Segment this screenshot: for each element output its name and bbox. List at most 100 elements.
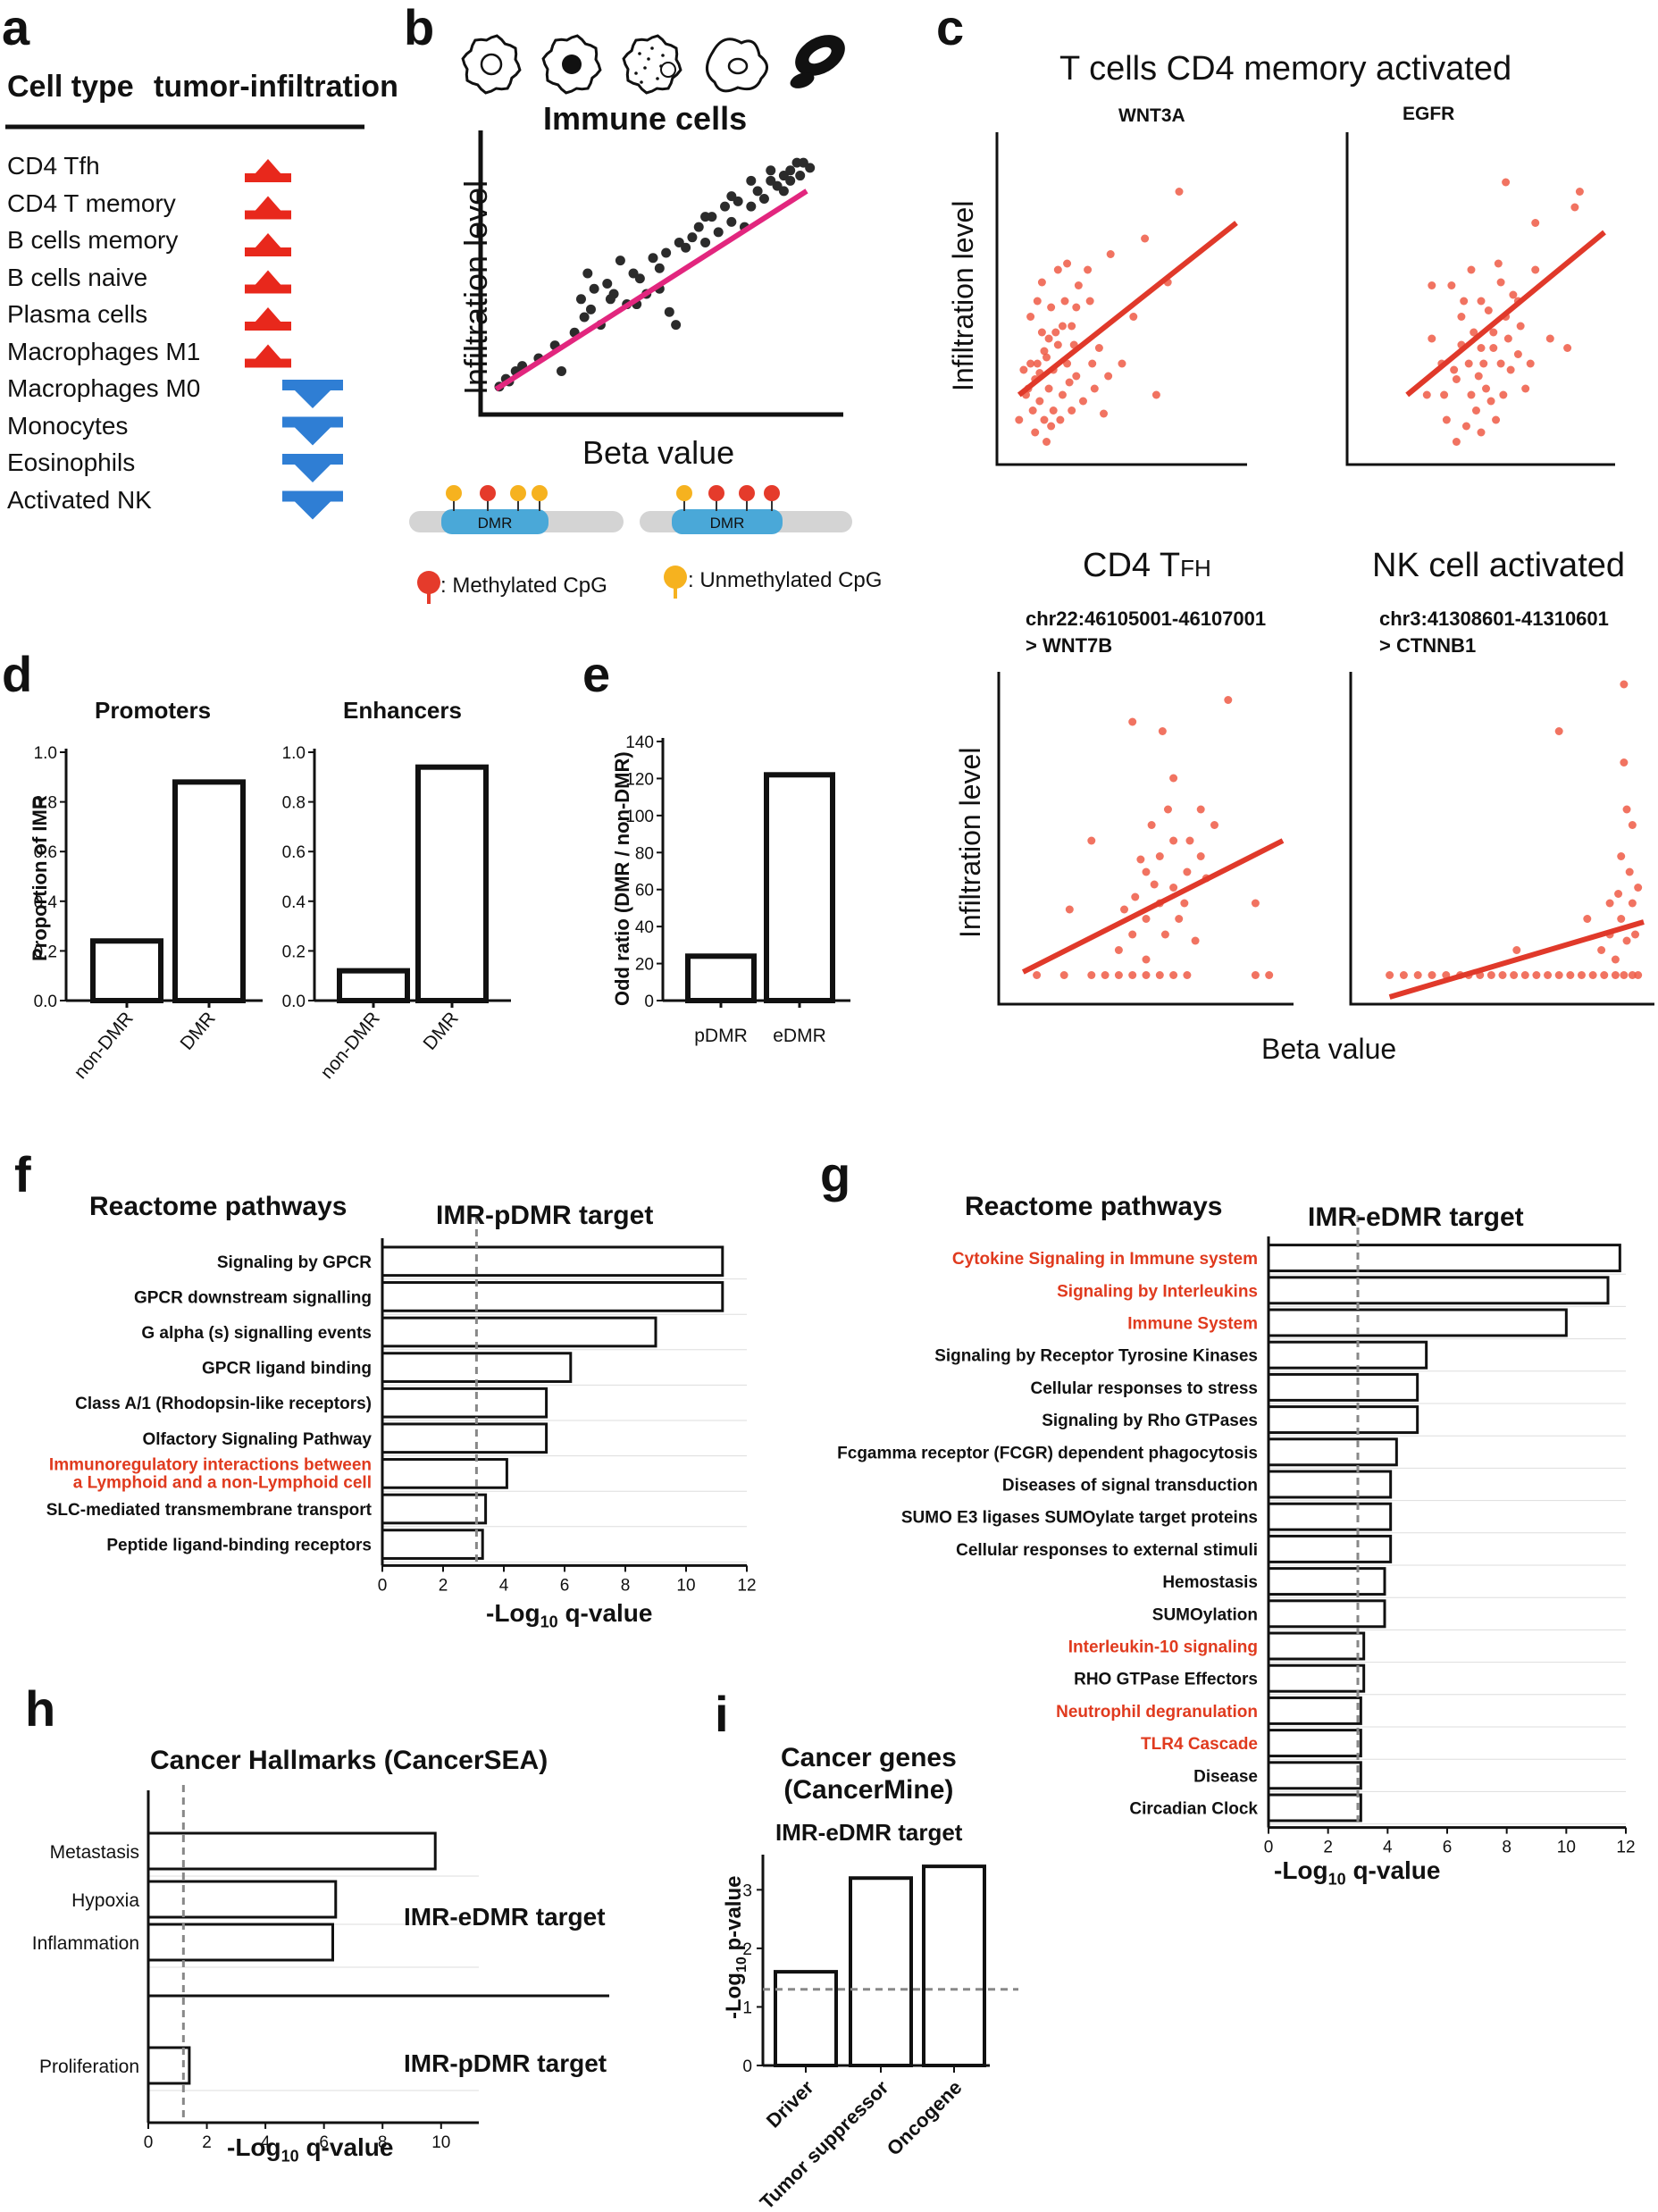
c-ctnnb1-point: [1486, 971, 1495, 979]
h-x-tick-label: 10: [431, 2133, 450, 2152]
c-egfr-point: [1479, 359, 1488, 368]
c-sub-egfr: EGFR: [1403, 104, 1455, 124]
c-wnt3a-point: [1043, 438, 1051, 446]
f-category-label: G alpha (s) signalling events: [141, 1324, 372, 1343]
immune-cells-title: Immune cells: [543, 100, 748, 137]
c-ctnnb1-point: [1617, 852, 1626, 860]
c-egfr-point: [1467, 265, 1476, 274]
c-ctnnb1-point: [1532, 971, 1541, 979]
g-category-label: Immune System: [1127, 1315, 1258, 1334]
c-ctnnb1-point: [1628, 971, 1637, 979]
c-wnt3a-point: [1058, 322, 1067, 331]
c-wnt7b-point: [1128, 930, 1137, 939]
h-title: Cancer Hallmarks (CancerSEA): [150, 1746, 548, 1775]
granular-cell-icon: [659, 64, 663, 68]
c-egfr-point: [1545, 334, 1554, 343]
macrophage-icon: [706, 38, 768, 93]
unmethylated-cpg-icon: [676, 485, 692, 501]
up-arrow-icon: [255, 233, 281, 247]
d-promoters-tick-label: 0.6: [34, 843, 57, 862]
b-axes: [478, 130, 843, 417]
c-egfr-point: [1570, 203, 1579, 212]
c-egfr-point: [1428, 334, 1436, 343]
up-arrow-icon: [255, 307, 281, 322]
c-egfr-point: [1502, 178, 1511, 187]
c-ctnnb1-point: [1577, 971, 1586, 979]
c-wnt3a-point: [1049, 406, 1058, 415]
c-egfr-point: [1477, 428, 1486, 437]
c-ctnnb1-point: [1628, 821, 1637, 829]
b-scatter-point: [654, 263, 665, 273]
f-bar: [381, 1316, 657, 1348]
panel-letter-f: f: [14, 1146, 31, 1202]
cell-type-label: Monocytes: [7, 411, 129, 440]
c-ctnnb1-fit-line: [1388, 919, 1645, 1000]
panel-letter-h: h: [25, 1680, 56, 1737]
b-scatter-point: [687, 232, 698, 243]
c-ctnnb1-point: [1622, 936, 1631, 945]
c-ctnnb1-point: [1622, 805, 1631, 814]
cell-type-label: CD4 Tfh: [7, 152, 100, 180]
panel-letter-c: c: [936, 0, 965, 55]
c-egfr-point: [1450, 365, 1459, 374]
c-wnt7b-point: [1191, 936, 1200, 945]
c-wnt7b-point: [1169, 774, 1178, 783]
g-category-label: Cytokine Signaling in Immune system: [952, 1250, 1258, 1269]
h-x-tick-label: 8: [378, 2133, 388, 2152]
c-sub-wnt3a: WNT3A: [1118, 105, 1185, 126]
g-bar: [1267, 1729, 1362, 1758]
c-egfr-point: [1467, 390, 1476, 399]
d-enhancers-tick-label: 0.8: [282, 794, 306, 813]
c-wnt7b-point: [1169, 884, 1178, 892]
unmethylated-cpg-icon: [446, 485, 462, 501]
down-arrow-icon: [282, 490, 343, 520]
down-arrow-icon: [282, 380, 343, 408]
e-category-label: eDMR: [773, 1026, 826, 1046]
c-ctnnb1-point: [1631, 930, 1640, 939]
c-wnt7b-point: [1142, 915, 1151, 923]
c-ctnnb1-point: [1386, 971, 1394, 979]
g-category-label: Interleukin-10 signaling: [1068, 1638, 1258, 1657]
granular-cell-icon: [622, 34, 682, 95]
b-fit-line: [494, 189, 808, 392]
c-wnt3a-point: [1090, 384, 1099, 393]
c-ctnnb1-point: [1625, 867, 1634, 876]
b-scatter-point: [693, 222, 704, 232]
g-category-label: Cellular responses to external stimuli: [956, 1541, 1258, 1560]
c-egfr-point: [1509, 290, 1518, 299]
c-wnt3a-point: [1058, 390, 1067, 399]
e-category-label: pDMR: [694, 1026, 748, 1046]
c-egfr-point: [1489, 328, 1498, 337]
c-wnt7b-point: [1183, 971, 1192, 979]
f-category-label: Olfactory Signaling Pathway: [142, 1430, 372, 1449]
c-ctnnb1-point: [1617, 915, 1626, 923]
g-bar: [1267, 1340, 1428, 1370]
c-wnt7b-point: [1065, 905, 1074, 914]
c-wnt7b-point: [1169, 836, 1178, 845]
c-ctnnb1-axes: [1349, 672, 1654, 1006]
c-egfr-point: [1452, 375, 1461, 383]
up-arrow-icon: [255, 344, 281, 359]
d-promoters-bar: [172, 779, 246, 1003]
c-wnt3a-point: [1078, 397, 1087, 406]
c-wnt7b-axes: [997, 672, 1294, 1006]
granular-cell-icon: [650, 46, 654, 50]
e-bar: [764, 772, 835, 1003]
c-sub-ctnnb1: chr3:41308601-41310601 > CTNNB1: [1379, 607, 1609, 657]
c-wnt3a-point: [1040, 415, 1049, 424]
f-bar: [381, 1387, 548, 1419]
d-promoters-bar: [90, 938, 163, 1004]
granular-cell-icon: [660, 62, 676, 78]
c-ctnnb1-point: [1399, 971, 1408, 979]
g-bar: [1267, 1437, 1398, 1467]
b-ylabel: Infiltration level: [457, 180, 494, 395]
c-main-title: T cells CD4 memory activated: [1059, 50, 1512, 88]
unmethylated-cpg-icon: [510, 485, 526, 501]
f-xlabel: -Log10 q-value: [486, 1599, 653, 1631]
c-ylabel-top: Infiltration level: [947, 200, 979, 391]
b-scatter-point: [602, 279, 613, 289]
f-x-tick-label: 10: [676, 1576, 695, 1595]
b-scatter-point: [758, 193, 769, 204]
c-egfr-point: [1452, 438, 1461, 446]
f-bar: [381, 1493, 488, 1525]
